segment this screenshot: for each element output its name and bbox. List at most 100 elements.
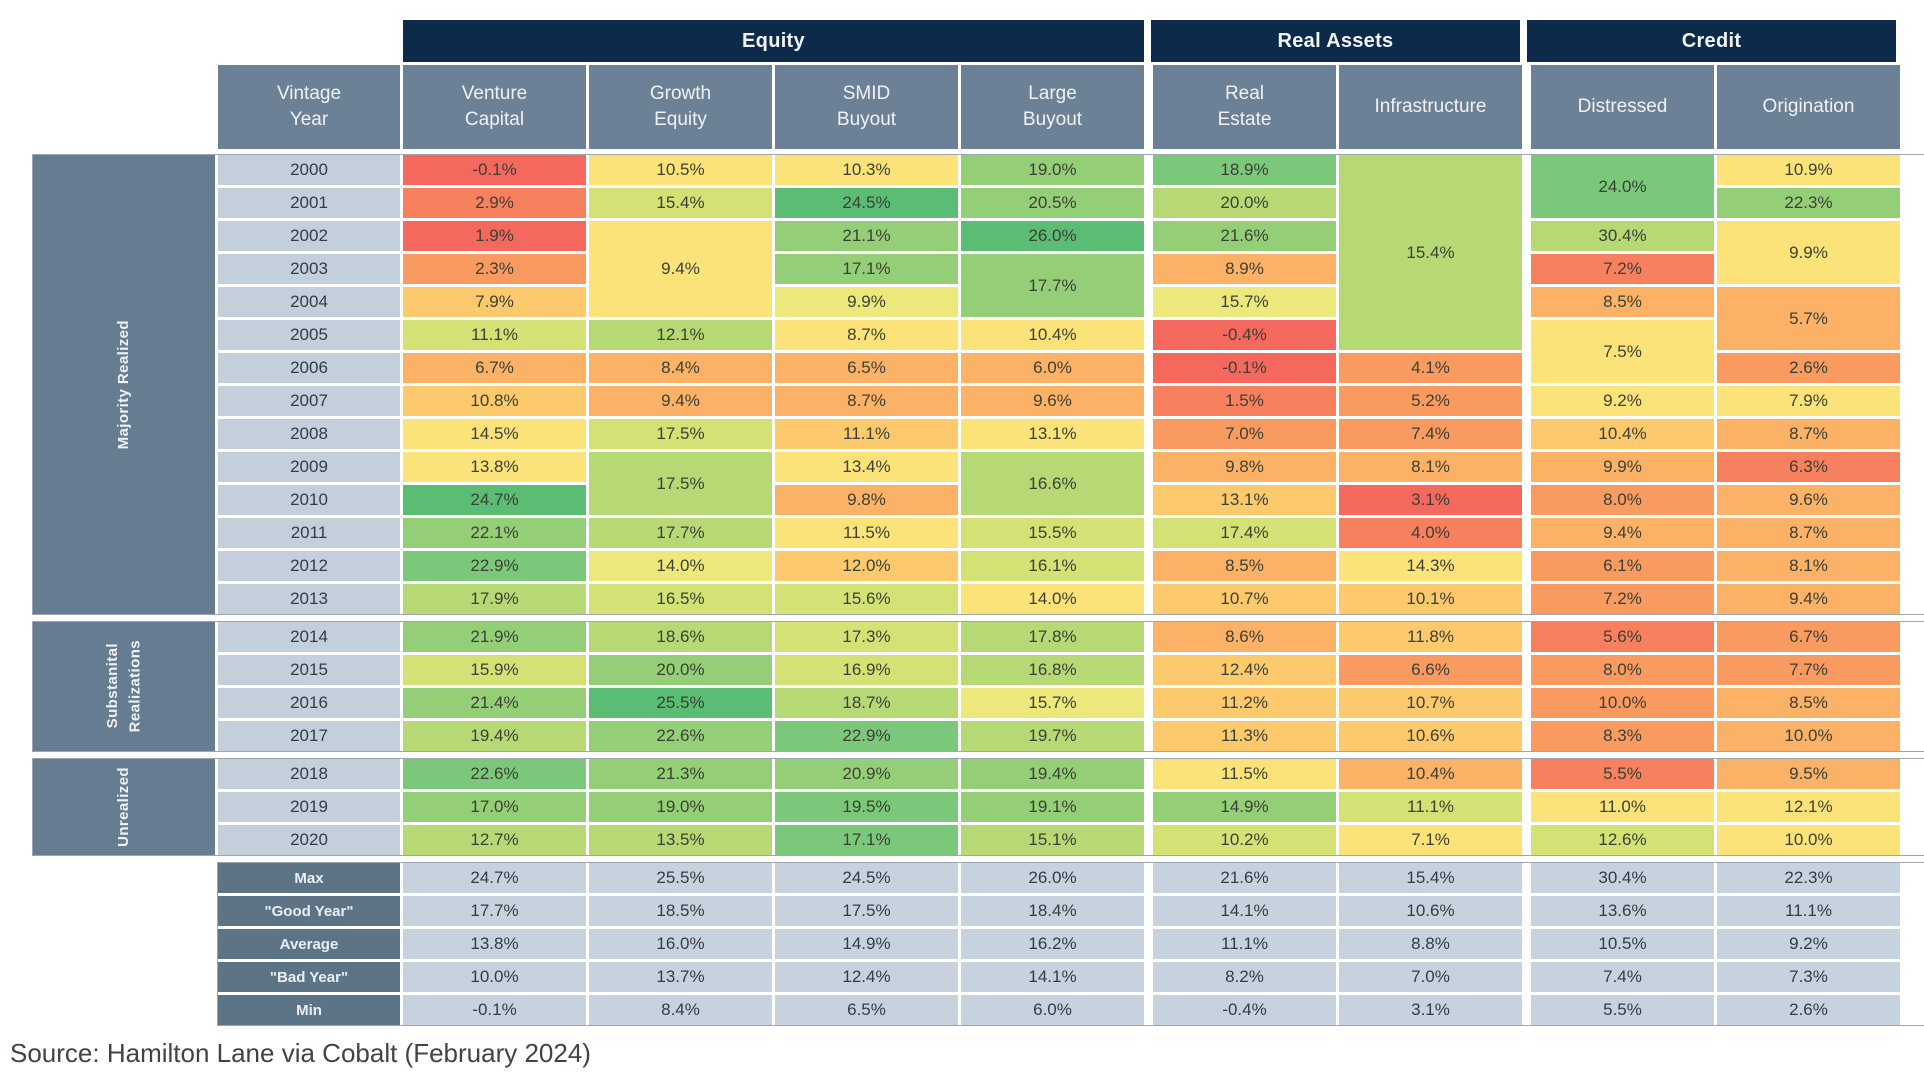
asset-class-header-row: Equity Real Assets Credit	[403, 20, 1924, 62]
column-header: Large Buyout	[961, 65, 1144, 149]
heat-cell: 6.1%	[1531, 551, 1714, 581]
heat-cell: 12.0%	[775, 551, 958, 581]
heat-cell: 9.4%	[589, 386, 772, 416]
vintage-year-cell: 2005	[218, 320, 400, 350]
summary-row: Min -0.1% 8.4% 6.5% 6.0% -0.4% 3.1% 5.5% 2.6%	[218, 995, 1924, 1025]
summary-cell: 14.1%	[1153, 896, 1336, 926]
heat-cell: 30.4%	[1531, 221, 1714, 251]
heat-cell: 8.0%	[1531, 655, 1714, 685]
heat-cell: 22.6%	[403, 759, 586, 789]
heat-cell: 8.7%	[775, 386, 958, 416]
heat-cell: 13.4%	[775, 452, 958, 482]
heat-cell: 20.5%	[961, 188, 1144, 218]
heat-cell: 21.6%	[1153, 221, 1336, 251]
row-group-label-text: Unrealized	[114, 767, 132, 847]
heat-cell: 11.1%	[1339, 792, 1522, 822]
heat-cell: 8.7%	[1717, 419, 1900, 449]
summary-row: Average 13.8% 16.0% 14.9% 16.2% 11.1% 8.8% 10.5…	[218, 929, 1924, 959]
heat-cell: 10.1%	[1339, 584, 1522, 614]
column-header: Origination	[1717, 65, 1900, 149]
column-header: Distressed	[1531, 65, 1714, 149]
heat-cell: 13.1%	[961, 419, 1144, 449]
heat-column: 21.3% 19.0% 13.5%	[589, 759, 772, 855]
row-group-label: Majority Realized	[33, 155, 215, 614]
heat-cell: 18.7%	[775, 688, 958, 718]
summary-cell: 8.2%	[1153, 962, 1336, 992]
heat-column: 20.9% 19.5% 17.1%	[775, 759, 958, 855]
heat-column: 10.4% 11.1% 7.1%	[1339, 759, 1522, 855]
column-header-row: Vintage Year Venture Capital Growth Equity…	[218, 65, 1924, 149]
heat-cell: 15.7%	[1153, 287, 1336, 317]
heat-cell: 8.5%	[1531, 287, 1714, 317]
heat-cell: 17.1%	[775, 825, 958, 855]
heat-cell: 12.6%	[1531, 825, 1714, 855]
heat-cell: 6.6%	[1339, 655, 1522, 685]
heat-cell: 11.1%	[775, 419, 958, 449]
heat-cell: 8.7%	[1717, 518, 1900, 548]
heat-column: 22.6% 17.0% 12.7%	[403, 759, 586, 855]
summary-cell: 7.3%	[1717, 962, 1900, 992]
summary-cell: 10.0%	[403, 962, 586, 992]
column-header: Infrastructure	[1339, 65, 1522, 149]
heat-cell: 20.9%	[775, 759, 958, 789]
summary-cell: 18.5%	[589, 896, 772, 926]
heat-column: 11.5% 14.9% 10.2%	[1153, 759, 1336, 855]
heatmap-body: Majority Realized 2000 2001 2002 2003 2004 200…	[33, 155, 1924, 855]
summary-row-label: "Good Year"	[218, 896, 400, 926]
heat-column: 5.6% 8.0% 10.0% 8.3%	[1531, 622, 1714, 751]
heat-column: 18.6% 20.0% 25.5% 22.6%	[589, 622, 772, 751]
heat-cell: 9.4%	[1531, 518, 1714, 548]
heat-cell: 6.7%	[403, 353, 586, 383]
heat-column: 6.7% 7.7% 8.5% 10.0%	[1717, 622, 1900, 751]
asset-class-header-equity: Equity	[403, 20, 1144, 62]
summary-block: Max 24.7% 25.5% 24.5% 26.0% 21.6% 15.4% 30.4% 22…	[218, 863, 1924, 1025]
heat-cell: 16.5%	[589, 584, 772, 614]
heat-cell: 17.3%	[775, 622, 958, 652]
summary-cell: 5.5%	[1531, 995, 1714, 1025]
heat-cell: 21.3%	[589, 759, 772, 789]
summary-cell: 26.0%	[961, 863, 1144, 893]
summary-cell: 9.2%	[1717, 929, 1900, 959]
summary-cell: 17.5%	[775, 896, 958, 926]
vintage-year-cell: 2014	[218, 622, 400, 652]
heat-cell: 17.9%	[403, 584, 586, 614]
heat-cell: 9.6%	[961, 386, 1144, 416]
vintage-year-cell: 2003	[218, 254, 400, 284]
summary-cell: 21.6%	[1153, 863, 1336, 893]
vintage-year-cell: 2018	[218, 759, 400, 789]
heat-cell: 8.9%	[1153, 254, 1336, 284]
vintage-year-cell: 2000	[218, 155, 400, 185]
vintage-year-cell: 2015	[218, 655, 400, 685]
heat-cell: 16.1%	[961, 551, 1144, 581]
column-header: Real Estate	[1153, 65, 1336, 149]
heat-cell: 12.1%	[589, 320, 772, 350]
summary-cell: 7.4%	[1531, 962, 1714, 992]
heat-cell: 11.5%	[1153, 759, 1336, 789]
summary-cell: 25.5%	[589, 863, 772, 893]
heat-column: 19.0% 20.5% 26.0% 17.7% 10.4% 6.0% 9.6% 13.1% 16…	[961, 155, 1144, 614]
heat-cell: 22.9%	[403, 551, 586, 581]
heat-cell: -0.4%	[1153, 320, 1336, 350]
vintage-year-cell: 2016	[218, 688, 400, 718]
heat-cell: 11.8%	[1339, 622, 1522, 652]
summary-row-label: Max	[218, 863, 400, 893]
row-group-label-text: Substanital Realizations	[103, 640, 144, 733]
summary-cell: 16.2%	[961, 929, 1144, 959]
heat-cell: 8.3%	[1531, 721, 1714, 751]
heat-cell: 17.5%	[589, 452, 772, 515]
heat-cell: 15.4%	[1339, 155, 1522, 350]
heat-cell: 9.9%	[1531, 452, 1714, 482]
heat-cell: 9.8%	[775, 485, 958, 515]
heat-cell: 11.2%	[1153, 688, 1336, 718]
heat-column: 10.3% 24.5% 21.1% 17.1% 9.9% 8.7% 6.5% 8.7% 11.1…	[775, 155, 958, 614]
summary-cell: 10.6%	[1339, 896, 1522, 926]
vintage-year-cell: 2020	[218, 825, 400, 855]
summary-cell: 12.4%	[775, 962, 958, 992]
heat-cell: 11.0%	[1531, 792, 1714, 822]
heat-cell: 7.2%	[1531, 584, 1714, 614]
heat-cell: 11.3%	[1153, 721, 1336, 751]
heat-cell: 18.6%	[589, 622, 772, 652]
heat-cell: 6.0%	[961, 353, 1144, 383]
summary-cell: -0.1%	[403, 995, 586, 1025]
heat-cell: 4.0%	[1339, 518, 1522, 548]
